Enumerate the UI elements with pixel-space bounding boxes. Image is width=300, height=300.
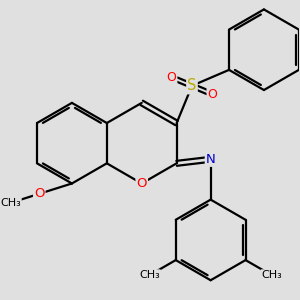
Text: CH₃: CH₃ (261, 270, 282, 280)
Text: N: N (206, 153, 215, 166)
Text: O: O (136, 177, 147, 190)
Text: CH₃: CH₃ (139, 270, 160, 280)
Text: O: O (208, 88, 218, 101)
Text: O: O (34, 187, 44, 200)
Text: S: S (187, 78, 197, 93)
Text: O: O (167, 71, 176, 84)
Text: CH₃: CH₃ (0, 198, 21, 208)
